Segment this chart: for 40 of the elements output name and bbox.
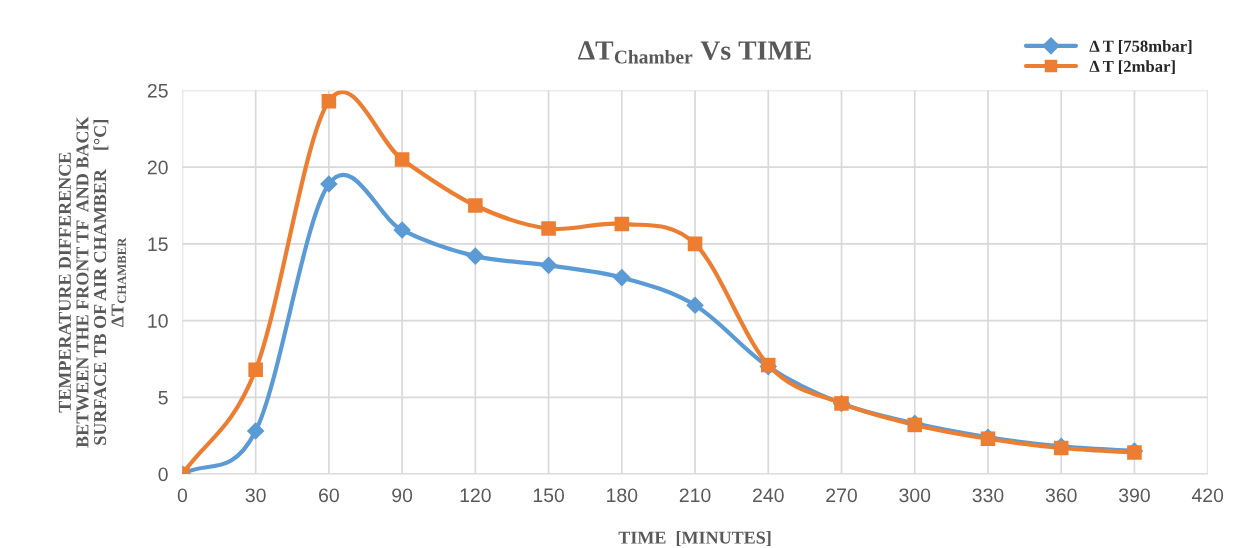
- x-tick-label: 420: [1191, 488, 1224, 503]
- x-tick-label: 270: [826, 488, 857, 503]
- x-tick-label: 90: [392, 488, 413, 503]
- x-tick-label: 0: [177, 488, 188, 503]
- point: [468, 198, 483, 213]
- y-tick-label: 25: [147, 83, 168, 98]
- point: [466, 247, 485, 265]
- x-tick-label: 300: [899, 488, 931, 503]
- point: [614, 216, 630, 232]
- x-tick-label: 390: [1118, 488, 1150, 503]
- x-tick-label: 240: [753, 488, 784, 503]
- point: [687, 236, 703, 252]
- point: [320, 175, 338, 193]
- x-tick-label: 30: [245, 488, 266, 503]
- x-tick-label: 150: [533, 488, 565, 503]
- y-tick-label: 10: [148, 314, 168, 328]
- point: [539, 256, 558, 275]
- point: [541, 221, 556, 236]
- x-tick-label: 360: [1045, 488, 1077, 503]
- y-tick-label: 0: [158, 467, 168, 482]
- point: [394, 152, 410, 167]
- y-axis-title: TEMPERATURE DIFFERENCE BETWEEN THE FRONT TF AND BACK SURFACE TB OF AIR CHAMBER [°C] ΔT$_{CHAMBER}$: [58, 116, 127, 448]
- point: [321, 93, 337, 109]
- point: [613, 268, 631, 287]
- y-tick-label: 20: [147, 160, 168, 175]
- x-tick-label: 330: [972, 488, 1004, 503]
- legend-label: Δ T [2mbar]: [1089, 60, 1175, 75]
- x-tick-label: 180: [607, 488, 638, 503]
- point: [246, 422, 265, 440]
- x-axis-title: TIME [MINUTES]: [618, 531, 771, 546]
- x-tick-label: 210: [679, 488, 711, 503]
- legend-label: Δ T [758mbar]: [1089, 40, 1192, 54]
- x-tick-label: 60: [319, 488, 339, 503]
- point: [686, 296, 704, 315]
- y-tick-label: 15: [148, 237, 168, 252]
- x-tick-label: 120: [460, 488, 491, 503]
- point: [248, 362, 263, 377]
- y-tick-label: 5: [158, 390, 168, 405]
- chart-title: ΔT$_{Chamber}$ Vs TIME: [578, 41, 811, 64]
- point: [393, 221, 411, 239]
